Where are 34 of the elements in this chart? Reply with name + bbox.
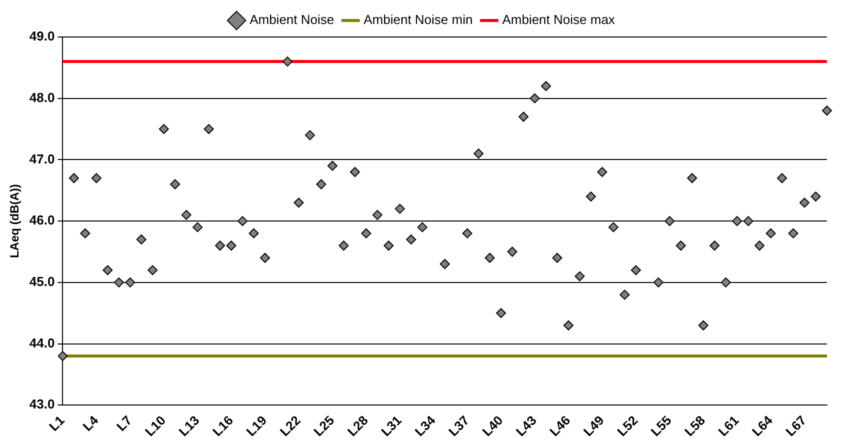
x-tick-label: L58	[682, 412, 708, 440]
x-tick-label: L61	[715, 412, 742, 440]
y-tick-label: 47.0	[29, 151, 55, 166]
legend-label: Ambient Noise max	[502, 12, 616, 28]
x-tick-label: L40	[479, 412, 506, 440]
y-tick-label: 48.0	[29, 90, 55, 105]
x-tick-label: L52	[614, 412, 641, 440]
legend-label: Ambient Noise	[250, 12, 334, 28]
x-tick-label: L13	[176, 412, 202, 440]
y-axis-title: LAeq (dB(A))	[8, 184, 22, 258]
legend-label: Ambient Noise min	[364, 12, 473, 28]
x-tick-label: L34	[412, 412, 439, 440]
x-tick-label: L16	[209, 412, 236, 440]
x-tick-label: L55	[648, 412, 674, 440]
y-tick-label: 49.0	[29, 28, 55, 44]
x-tick-label: L1	[46, 412, 68, 434]
x-tick-label: L19	[243, 412, 270, 440]
y-tick-label: 46.0	[29, 212, 55, 228]
x-tick-label: L25	[310, 412, 338, 440]
x-tick-label: L28	[344, 412, 371, 440]
x-tick-label: L43	[512, 412, 540, 440]
x-tick-label: L22	[276, 412, 304, 440]
x-tick-label: L49	[580, 412, 607, 440]
x-tick-label: L4	[80, 412, 102, 434]
x-tick-label: L64	[748, 412, 776, 440]
y-tick-label: 44.0	[29, 335, 55, 350]
x-tick-label: L37	[446, 412, 472, 440]
y-tick-label: 45.0	[29, 274, 55, 289]
x-tick-label: L7	[113, 412, 135, 434]
x-tick-label: L10	[142, 412, 169, 440]
x-tick-label: L67	[782, 412, 810, 440]
x-tick-label: L31	[378, 412, 405, 440]
y-tick-label: 43.0	[29, 396, 55, 412]
x-tick-label: L46	[546, 412, 574, 440]
